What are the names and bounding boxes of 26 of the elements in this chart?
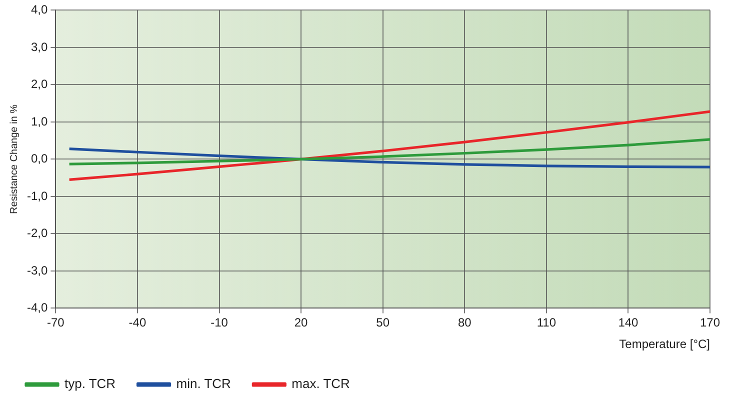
y-axis-title: Resistance Change in % [8,104,20,214]
x-tick-label: 80 [458,316,472,330]
line-series [68,110,710,181]
y-tick-label: 2,0 [30,77,48,92]
x-tick-label: 20 [294,316,308,330]
y-tick-label: 4,0 [30,2,48,17]
y-tick-label: -1,0 [26,188,48,203]
y-tick-label: -4,0 [26,300,48,315]
x-tick-label: -70 [47,316,65,330]
x-axis-title: Temperature [°C] [619,337,710,352]
x-tick-label: 110 [536,316,556,330]
x-tick-label: 140 [618,316,639,330]
x-tick-label: -40 [128,316,146,330]
y-tick-label: 0,0 [30,152,48,166]
legend-label: typ. TCR [64,376,116,392]
line-series [68,147,710,168]
x-tick-label: 50 [376,316,390,330]
y-tick-label: -2,0 [26,226,48,240]
line-series [68,138,710,166]
y-tick-label: 1,0 [30,114,48,128]
legend-label: max. TCR [292,376,350,392]
y-tick-label: -3,0 [26,263,48,278]
x-tick-label: 170 [700,316,720,330]
x-tick-label: -10 [210,316,228,330]
legend-label: min. TCR [176,376,231,392]
y-tick-label: 3,0 [30,40,48,54]
